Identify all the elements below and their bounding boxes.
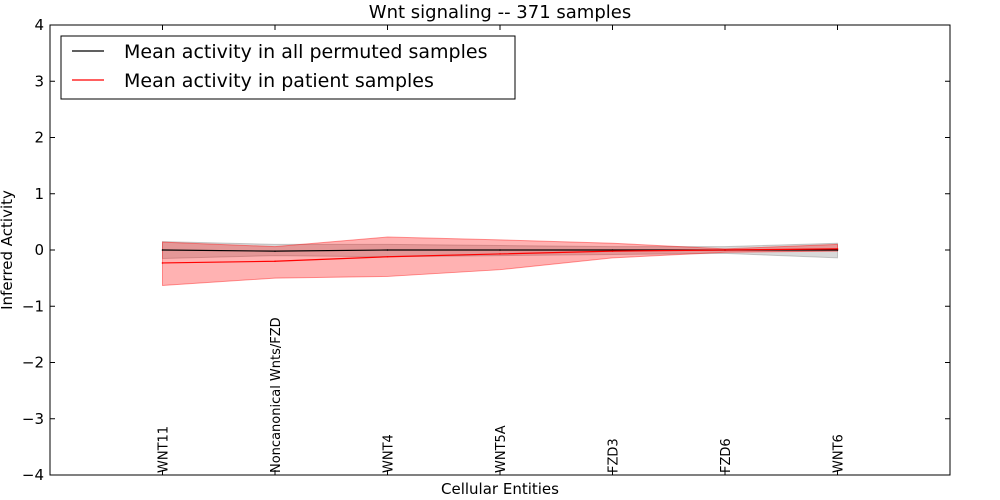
x-tick-label: WNT11 [157,426,172,473]
y-tick-label: −2 [22,354,44,372]
x-tick-label: FZD3 [607,438,622,473]
x-tick-label: WNT6 [832,434,847,473]
y-tick-label: 1 [34,185,44,203]
x-tick-label: Noncanonical Wnts/FZD [269,317,284,473]
x-tick-label: FZD6 [719,438,734,473]
point-patient [836,248,839,250]
point-permuted [386,249,389,251]
legend-box [60,35,516,100]
point-patient [611,250,614,252]
y-tick-label: −4 [22,466,44,484]
legend-label-permuted: Mean activity in all permuted samples [124,41,487,63]
point-patient [386,255,389,258]
y-tick-label: 3 [34,72,44,90]
point-permuted [499,249,501,251]
x-axis-label: Cellular Entities [441,480,559,498]
point-permuted [274,250,276,252]
point-patient [274,260,276,263]
band-patient [162,236,838,286]
x-axis-ticks: WNT11 Noncanonical Wnts/FZD WNT4 WNT5A FZD3 F… [157,25,847,475]
chart-title: Wnt signaling -- 371 samples [369,2,631,23]
y-tick-label: −1 [22,297,44,315]
point-permuted [161,249,164,251]
point-permuted [836,249,839,251]
y-axis-ticks: −4 −3 −2 −1 0 1 2 3 4 [22,16,950,484]
y-tick-label: 2 [34,129,44,147]
x-tick-label: WNT4 [382,434,397,473]
x-tick-label: WNT5A [494,425,509,473]
point-permuted [611,249,614,251]
point-patient [161,262,164,264]
series-lines [161,248,839,264]
point-patient [724,249,726,251]
legend: Mean activity in all permuted samples Me… [60,35,516,100]
y-tick-label: −3 [22,410,44,428]
y-axis-label: Inferred Activity [0,190,16,310]
legend-label-patient: Mean activity in patient samples [124,70,434,92]
point-patient [499,253,501,255]
plot-frame [49,24,951,476]
y-tick-label: 0 [34,241,44,259]
y-tick-label: 4 [34,16,44,34]
